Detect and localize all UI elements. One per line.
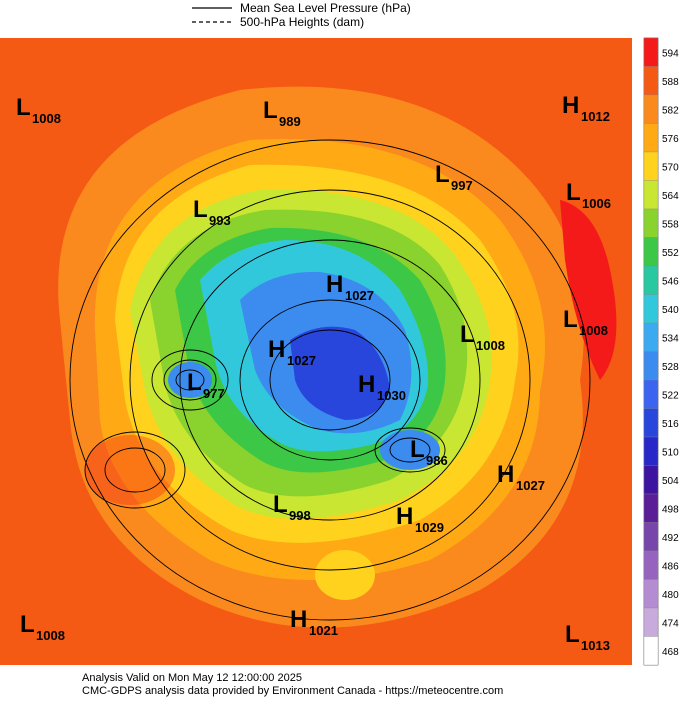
colorbar-band xyxy=(643,208,659,238)
center-value: 1008 xyxy=(476,338,505,353)
colorbar-label: 510 xyxy=(662,447,679,458)
colorbar-band xyxy=(643,265,659,295)
colorbar-label: 468 xyxy=(662,647,679,658)
colorbar-band xyxy=(643,237,659,267)
center-value: 977 xyxy=(203,386,225,401)
legend-text: Mean Sea Level Pressure (hPa) xyxy=(240,1,411,15)
colorbar-label: 540 xyxy=(662,305,679,316)
footer-text: Analysis Valid on Mon May 12 12:00:00 20… xyxy=(82,672,302,684)
colorbar-band xyxy=(643,408,659,438)
colorbar-band xyxy=(643,550,659,580)
colorbar-label: 492 xyxy=(662,533,679,544)
colorbar-label: 480 xyxy=(662,590,679,601)
center-value: 1021 xyxy=(309,623,338,638)
colorbar-label: 582 xyxy=(662,105,679,116)
colorbar-band xyxy=(643,607,659,637)
center-letter: L xyxy=(273,491,288,518)
center-value: 1013 xyxy=(581,638,610,653)
colorbar-label: 474 xyxy=(662,618,679,629)
center-letter: H xyxy=(290,606,307,633)
center-letter: L xyxy=(263,97,278,124)
center-letter: L xyxy=(20,611,35,638)
colorbar-band xyxy=(643,151,659,181)
center-letter: L xyxy=(460,321,475,348)
colorbar-band xyxy=(643,579,659,609)
colorbar-label: 552 xyxy=(662,248,679,259)
center-value: 1027 xyxy=(516,478,545,493)
legend-text: 500-hPa Heights (dam) xyxy=(240,15,364,29)
center-letter: H xyxy=(497,461,514,488)
center-value: 998 xyxy=(289,508,311,523)
center-value: 1027 xyxy=(287,353,316,368)
center-value: 1027 xyxy=(345,288,374,303)
center-value: 1006 xyxy=(582,196,611,211)
colorbar-label: 504 xyxy=(662,476,679,487)
colorbar-label: 498 xyxy=(662,504,679,515)
center-letter: H xyxy=(562,92,579,119)
colorbar-band xyxy=(643,94,659,124)
center-value: 1008 xyxy=(579,323,608,338)
colorbar-label: 594 xyxy=(662,48,679,59)
colorbar-band xyxy=(643,37,659,67)
colorbar-band xyxy=(643,180,659,210)
colorbar-label: 516 xyxy=(662,419,679,430)
colorbar-band xyxy=(643,379,659,409)
center-letter: H xyxy=(268,336,285,363)
colorbar-band xyxy=(643,294,659,324)
map-field xyxy=(0,38,632,665)
center-value: 1012 xyxy=(581,109,610,124)
colorbar-band xyxy=(643,66,659,96)
center-letter: L xyxy=(187,369,202,396)
center-value: 1029 xyxy=(415,520,444,535)
center-letter: L xyxy=(565,621,580,648)
colorbar-label: 564 xyxy=(662,191,679,202)
colorbar-band xyxy=(643,322,659,352)
colorbar-band xyxy=(643,465,659,495)
colorbar-label: 522 xyxy=(662,390,679,401)
center-letter: H xyxy=(358,371,375,398)
footer-text: CMC-GDPS analysis data provided by Envir… xyxy=(82,685,503,697)
colorbar-label: 558 xyxy=(662,219,679,230)
center-letter: L xyxy=(566,179,581,206)
center-value: 1008 xyxy=(36,628,65,643)
center-letter: H xyxy=(396,503,413,530)
colorbar-band xyxy=(643,522,659,552)
colorbar-label: 486 xyxy=(662,561,679,572)
center-letter: L xyxy=(435,161,450,188)
center-value: 1030 xyxy=(377,388,406,403)
colorbar-label: 528 xyxy=(662,362,679,373)
colorbar-label: 546 xyxy=(662,276,679,287)
colorbar-band xyxy=(643,123,659,153)
colorbar-band xyxy=(643,493,659,523)
center-letter: L xyxy=(16,94,31,121)
center-letter: L xyxy=(563,306,578,333)
colorbar-label: 534 xyxy=(662,333,679,344)
colorbar-label: 570 xyxy=(662,162,679,173)
colorbar-band xyxy=(643,351,659,381)
center-value: 986 xyxy=(426,453,448,468)
center-letter: L xyxy=(410,436,425,463)
center-value: 1008 xyxy=(32,111,61,126)
colorbar-band xyxy=(643,436,659,466)
colorbar-band xyxy=(643,636,659,666)
center-value: 989 xyxy=(279,114,301,129)
colorbar-label: 588 xyxy=(662,77,679,88)
center-value: 997 xyxy=(451,178,473,193)
colorbar-label: 576 xyxy=(662,134,679,145)
center-value: 993 xyxy=(209,213,231,228)
center-letter: H xyxy=(326,271,343,298)
center-letter: L xyxy=(193,196,208,223)
